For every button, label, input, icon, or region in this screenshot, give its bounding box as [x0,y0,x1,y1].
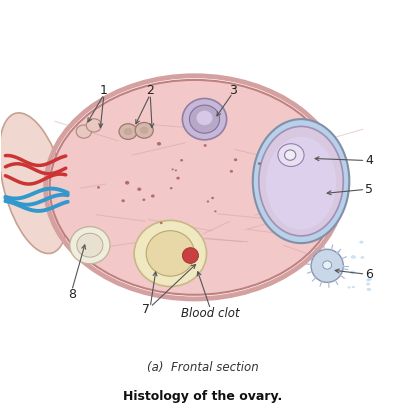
Ellipse shape [253,119,349,243]
Ellipse shape [259,126,343,236]
Ellipse shape [214,210,217,212]
Ellipse shape [207,201,209,203]
Ellipse shape [196,111,213,125]
Text: 1: 1 [100,84,108,97]
Ellipse shape [175,169,177,171]
Ellipse shape [70,227,110,264]
Ellipse shape [367,278,372,281]
Ellipse shape [182,99,227,140]
Text: Blood clot: Blood clot [181,307,240,320]
Ellipse shape [311,249,343,282]
Ellipse shape [366,279,370,282]
Ellipse shape [204,144,207,147]
Ellipse shape [278,144,304,166]
Ellipse shape [347,286,351,289]
Ellipse shape [125,181,129,185]
Ellipse shape [97,186,100,189]
Ellipse shape [76,125,92,138]
Text: 2: 2 [146,84,154,97]
Ellipse shape [135,122,153,138]
Ellipse shape [360,256,364,259]
Ellipse shape [170,187,173,189]
Text: (a)  Frontal section: (a) Frontal section [147,361,258,374]
Ellipse shape [137,188,141,191]
Ellipse shape [143,198,145,201]
Ellipse shape [336,250,340,253]
Ellipse shape [0,113,68,253]
Ellipse shape [341,265,345,267]
Text: 5: 5 [365,183,373,196]
Ellipse shape [190,105,220,133]
Ellipse shape [258,162,261,165]
Ellipse shape [182,248,198,263]
Ellipse shape [351,255,356,259]
Text: 4: 4 [365,154,373,167]
Ellipse shape [323,261,332,269]
Ellipse shape [160,222,163,224]
Ellipse shape [151,194,155,198]
Ellipse shape [119,124,137,139]
Ellipse shape [146,231,194,276]
Ellipse shape [134,220,207,287]
Text: Histology of the ovary.: Histology of the ovary. [123,389,282,403]
Ellipse shape [50,80,339,295]
Ellipse shape [266,137,336,230]
Ellipse shape [122,199,125,202]
Ellipse shape [124,128,132,135]
Ellipse shape [359,240,364,244]
Ellipse shape [350,271,355,275]
Ellipse shape [352,286,355,288]
Text: 6: 6 [365,267,373,281]
Ellipse shape [172,168,174,170]
Ellipse shape [180,159,183,161]
Text: 8: 8 [68,288,76,301]
Ellipse shape [140,126,149,134]
Ellipse shape [176,177,180,180]
Ellipse shape [211,197,214,199]
Text: 3: 3 [229,84,237,97]
Ellipse shape [230,170,233,173]
Ellipse shape [285,150,296,160]
Ellipse shape [367,288,371,291]
Ellipse shape [366,282,370,285]
Ellipse shape [157,142,161,146]
Text: 7: 7 [142,303,150,316]
Ellipse shape [77,233,103,257]
Ellipse shape [234,158,237,161]
Ellipse shape [86,119,102,132]
